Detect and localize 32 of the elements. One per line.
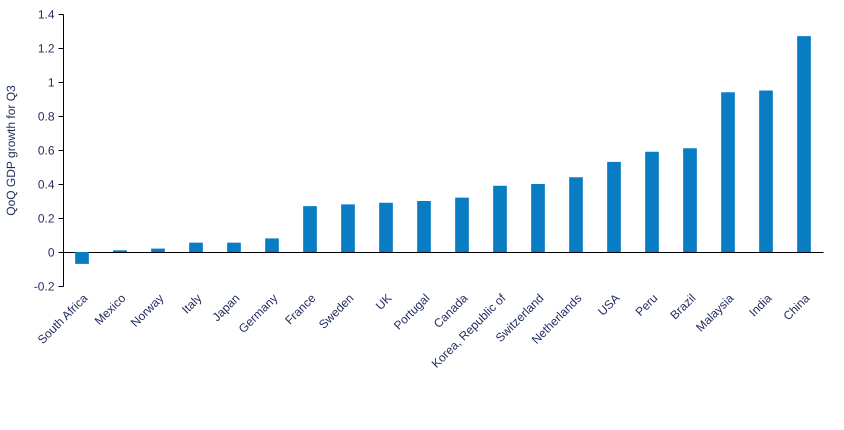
bar: [569, 177, 583, 252]
bar: [151, 248, 165, 252]
y-tick-label: 0.2: [38, 212, 55, 226]
bar: [75, 252, 89, 264]
bar: [721, 92, 735, 252]
y-tick-label: 0.8: [38, 110, 55, 124]
y-tick-label: 0: [48, 246, 55, 260]
y-tick-label: 1.2: [38, 42, 55, 56]
bar: [797, 36, 811, 252]
bar: [455, 198, 469, 252]
y-tick-label: 0.6: [38, 144, 55, 158]
y-tick-label: 1: [48, 76, 55, 90]
y-tick-label: 1.4: [38, 8, 55, 22]
y-tick-label: -0.2: [34, 280, 55, 294]
bar: [531, 184, 545, 252]
bar: [417, 201, 431, 252]
bar: [303, 206, 317, 252]
bar: [607, 162, 621, 252]
bar: [493, 186, 507, 252]
bar: [683, 148, 697, 252]
y-axis-title: QoQ GDP growth for Q3: [4, 84, 18, 216]
bar: [189, 242, 203, 252]
bar: [341, 204, 355, 252]
x-tick-label: USA: [595, 291, 622, 318]
y-tick-label: 0.4: [38, 178, 55, 192]
bar: [759, 90, 773, 252]
bar: [379, 202, 393, 252]
x-tick-label: UK: [372, 291, 394, 313]
bar: [227, 242, 241, 252]
x-tick-label: Italy: [179, 291, 204, 317]
bar: [265, 238, 279, 252]
bar: [645, 152, 659, 252]
